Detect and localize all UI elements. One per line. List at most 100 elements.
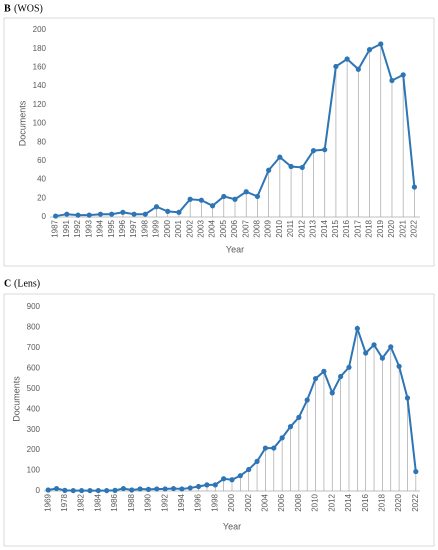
point [70,487,76,494]
y-tick-label: 0 [42,212,47,221]
point [388,344,394,350]
point [153,204,160,210]
point [371,342,377,348]
x-tick-label: 1969 [43,493,52,511]
point [396,363,402,369]
x-tick-label: 1984 [93,493,102,511]
x-tick-label: 2012 [327,493,336,511]
point [329,390,335,396]
x-tick-label: 1994 [96,219,105,237]
x-tick-label: 2018 [365,219,374,237]
point [246,466,252,473]
x-tick-label: 2010 [311,493,320,511]
x-tick-label: 2006 [277,493,286,511]
x-tick-label: 1998 [210,493,219,511]
point [413,468,419,475]
x-tick-label: 1986 [110,493,119,511]
x-tick-label: 1991 [62,219,71,237]
y-tick-label: 500 [27,384,41,393]
point [363,350,369,356]
point [389,77,395,84]
point [187,196,193,202]
x-tick-label: 2006 [230,219,239,237]
x-axis-title: Year [223,521,241,531]
point [129,487,135,493]
point [271,445,277,451]
point [366,47,373,53]
x-tick-label: 1982 [77,493,86,511]
y-tick-label: 20 [37,193,46,202]
point [404,395,411,401]
line-series [48,324,417,492]
point [45,487,51,493]
x-tick-label: 2007 [241,219,250,237]
point [145,486,152,492]
point [355,66,361,72]
y-axis-title: Documents [11,376,21,422]
point [187,485,193,491]
x-tick-label: 2008 [294,493,303,511]
point [279,435,285,441]
y-tick-label: 100 [27,466,41,475]
point [287,424,294,430]
x-axis-title: Year [226,244,244,254]
x-tick-label: 2009 [264,219,273,237]
point [120,209,126,215]
y-tick-label: 40 [37,175,46,184]
point [204,482,210,488]
panel-letter: C [4,278,11,289]
y-tick-label: 200 [33,25,47,34]
point [321,368,327,374]
y-tick-label: 600 [27,363,41,372]
point [176,209,182,215]
point [299,164,305,171]
x-tick-label: 1992 [160,493,169,511]
point [338,373,344,380]
x-tick-label: 2020 [387,219,396,237]
x-tick-label: 2022 [410,219,419,237]
x-tick-label: 2018 [378,493,387,511]
x-tick-label: 2011 [286,219,295,237]
point [179,486,185,492]
point [277,154,283,160]
point [120,485,126,492]
point [296,414,302,420]
x-tick-label: 2021 [398,219,407,237]
point [195,483,202,490]
x-tick-label: 2013 [309,219,318,237]
point [95,487,101,494]
point [266,167,272,173]
x-tick-label: 2019 [376,219,385,237]
x-tick-label: 2012 [297,219,306,237]
point [137,486,143,492]
point [354,325,360,332]
point [411,184,417,190]
y-tick-label: 700 [27,343,41,352]
point [75,212,81,218]
point [131,211,137,217]
x-tick-label: 1999 [152,219,161,237]
point [109,211,115,217]
y-tick-label: 400 [27,404,41,413]
point [209,203,216,209]
point [288,163,294,170]
point [62,487,68,493]
x-tick-label: 1987 [51,219,60,237]
y-tick-label: 0 [36,486,41,495]
x-tick-label: 1990 [144,493,153,511]
x-tick-label: 1998 [140,219,149,237]
point [333,63,339,70]
x-tick-label: 2010 [275,219,284,237]
point [165,208,171,214]
point [142,211,148,217]
point [97,211,104,217]
y-tick-label: 900 [27,302,41,311]
point [400,72,406,78]
x-tick-label: 2017 [353,219,362,237]
x-tick-label: 2003 [196,219,205,237]
y-tick-label: 300 [27,425,41,434]
point [229,477,235,483]
x-tick-label: 2022 [411,493,420,511]
y-tick-label: 160 [33,63,47,72]
x-tick-label: 1994 [177,493,186,511]
